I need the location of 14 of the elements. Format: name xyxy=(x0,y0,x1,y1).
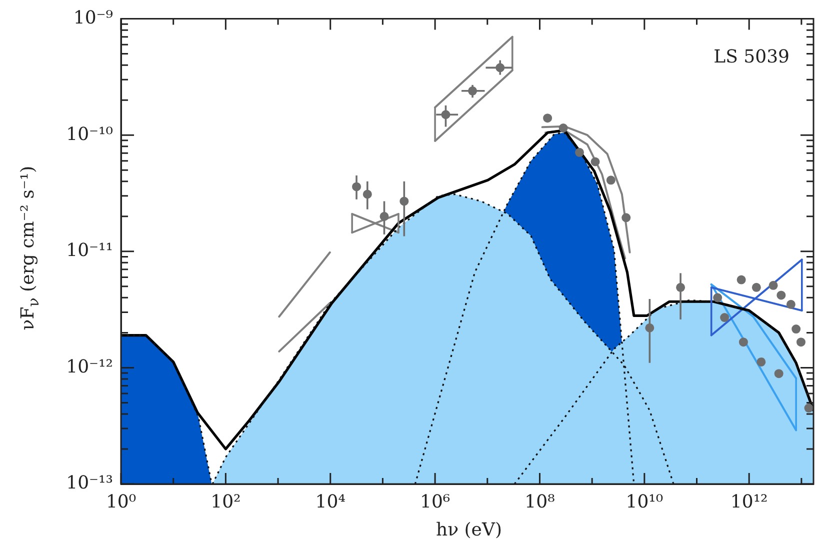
x-tick-label: 10² xyxy=(210,491,241,512)
x-tick-label: 10⁴ xyxy=(315,491,346,512)
y-tick-label: 10⁻¹² xyxy=(66,356,113,378)
y-tick-label: 10⁻¹⁰ xyxy=(66,124,113,145)
x-tick-label: 10¹⁰ xyxy=(626,491,664,512)
x-axis-title: hν (eV) xyxy=(436,520,502,540)
x-tick-label: 10⁰ xyxy=(106,491,136,512)
x-tick-label: 10¹² xyxy=(730,491,768,512)
y-tick-label: 10⁻¹³ xyxy=(66,472,113,494)
annotation: LS 5039 xyxy=(714,46,790,68)
x-tick-label: 10⁶ xyxy=(420,491,450,512)
y-tick-label: 10⁻¹¹ xyxy=(66,240,113,262)
x-tick-label: 10⁸ xyxy=(524,491,555,512)
y-tick-label: 10⁻⁹ xyxy=(73,7,113,28)
